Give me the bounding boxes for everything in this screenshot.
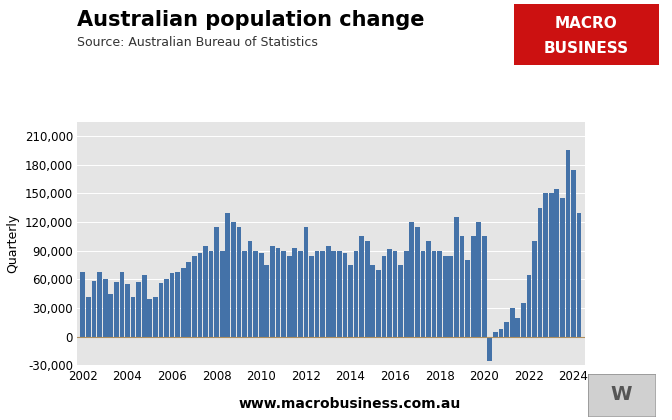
Bar <box>114 282 119 337</box>
Bar <box>493 332 498 337</box>
Bar <box>153 297 158 337</box>
Bar <box>142 275 146 337</box>
Bar <box>398 265 403 337</box>
Bar <box>198 253 202 337</box>
Bar <box>81 272 85 337</box>
Bar <box>159 283 163 337</box>
Bar <box>147 299 152 337</box>
Bar <box>265 265 269 337</box>
Bar <box>510 308 515 337</box>
Bar <box>376 270 381 337</box>
Bar <box>331 251 336 337</box>
Bar <box>370 265 375 337</box>
Bar <box>437 251 442 337</box>
Bar <box>209 251 214 337</box>
Bar <box>220 251 224 337</box>
Bar <box>448 255 453 337</box>
Bar <box>214 227 219 337</box>
Bar <box>120 272 124 337</box>
Text: BUSINESS: BUSINESS <box>544 41 629 55</box>
Bar <box>91 281 96 337</box>
Bar <box>353 251 358 337</box>
Text: Source: Australian Bureau of Statistics: Source: Australian Bureau of Statistics <box>77 36 318 49</box>
Bar <box>253 251 258 337</box>
Bar <box>186 262 191 337</box>
Bar <box>415 227 420 337</box>
Bar <box>387 249 392 337</box>
Bar <box>421 251 425 337</box>
Text: www.macrobusiness.com.au: www.macrobusiness.com.au <box>239 397 460 411</box>
Text: MACRO: MACRO <box>555 16 618 31</box>
Bar <box>487 337 492 361</box>
Bar <box>326 246 331 337</box>
Bar <box>276 248 280 337</box>
Bar <box>287 255 292 337</box>
Bar <box>571 170 576 337</box>
Bar <box>225 213 230 337</box>
Bar <box>465 260 470 337</box>
Bar <box>203 246 208 337</box>
Bar <box>504 323 509 337</box>
Bar <box>103 279 108 337</box>
Bar <box>136 282 141 337</box>
Bar <box>304 227 308 337</box>
Y-axis label: Quarterly: Quarterly <box>6 214 19 273</box>
Bar <box>554 189 559 337</box>
Bar <box>360 236 364 337</box>
Bar <box>543 194 548 337</box>
Bar <box>515 318 520 337</box>
Bar <box>443 255 448 337</box>
Bar <box>365 241 370 337</box>
Text: W: W <box>611 385 632 404</box>
Bar <box>409 222 414 337</box>
Bar <box>86 297 91 337</box>
Bar <box>460 236 464 337</box>
Bar <box>259 253 263 337</box>
Bar <box>337 251 341 337</box>
Bar <box>108 294 113 337</box>
Text: Australian population change: Australian population change <box>77 10 425 31</box>
Bar <box>242 251 247 337</box>
Bar <box>392 251 397 337</box>
Bar <box>527 275 532 337</box>
Bar <box>314 251 319 337</box>
Bar <box>404 251 409 337</box>
Bar <box>566 150 571 337</box>
Bar <box>321 251 325 337</box>
Bar <box>130 297 135 337</box>
Bar <box>292 248 297 337</box>
Bar <box>248 241 253 337</box>
Bar <box>431 251 437 337</box>
Bar <box>309 255 314 337</box>
Bar <box>476 222 481 337</box>
Bar <box>343 253 347 337</box>
Bar <box>482 236 487 337</box>
Bar <box>97 272 102 337</box>
Bar <box>426 241 431 337</box>
Bar <box>270 246 275 337</box>
Bar <box>281 251 286 337</box>
Bar <box>192 255 197 337</box>
Bar <box>164 279 169 337</box>
Bar <box>454 217 459 337</box>
Bar <box>532 241 537 337</box>
Bar <box>549 194 554 337</box>
Bar <box>348 265 353 337</box>
Bar <box>577 213 581 337</box>
Bar <box>298 251 302 337</box>
Bar <box>170 273 175 337</box>
Bar <box>471 236 476 337</box>
Bar <box>560 198 564 337</box>
Bar <box>499 329 503 337</box>
Bar <box>538 208 542 337</box>
Bar <box>175 272 180 337</box>
Bar <box>125 284 130 337</box>
Bar <box>521 303 526 337</box>
Bar <box>237 227 241 337</box>
Bar <box>181 268 185 337</box>
Bar <box>382 255 386 337</box>
Bar <box>231 222 236 337</box>
